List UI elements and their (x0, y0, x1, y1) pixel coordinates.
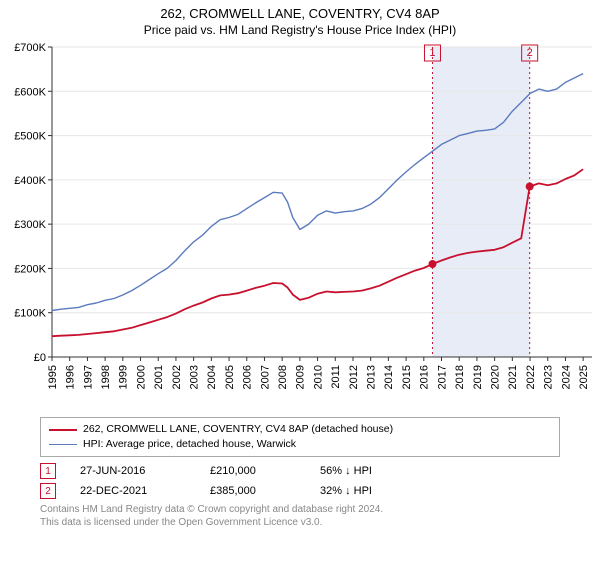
svg-text:1998: 1998 (100, 365, 112, 389)
chart-subtitle: Price paid vs. HM Land Registry's House … (0, 23, 600, 37)
svg-text:2025: 2025 (578, 365, 590, 389)
event-badge: 1 (40, 463, 56, 479)
svg-text:2010: 2010 (312, 365, 324, 389)
svg-text:2007: 2007 (259, 365, 271, 389)
event-badge: 2 (40, 483, 56, 499)
chart-title: 262, CROMWELL LANE, COVENTRY, CV4 8AP (0, 6, 600, 21)
svg-text:2001: 2001 (153, 365, 165, 389)
legend-swatch (49, 444, 77, 445)
events-table: 1 27-JUN-2016£210,00056% ↓ HPI 2 22-DEC-202… (40, 463, 560, 499)
svg-text:2011: 2011 (330, 365, 342, 389)
svg-text:2013: 2013 (366, 365, 378, 389)
event-date: 27-JUN-2016 (80, 465, 210, 477)
svg-text:2012: 2012 (348, 365, 360, 389)
svg-text:2020: 2020 (489, 365, 501, 389)
legend-item: HPI: Average price, detached house, Warw… (49, 437, 551, 452)
event-pct: 56% ↓ HPI (320, 465, 420, 477)
footer-line: Contains HM Land Registry data © Crown c… (40, 503, 560, 516)
footer-line: This data is licensed under the Open Gov… (40, 516, 560, 529)
svg-text:2: 2 (527, 47, 533, 59)
svg-text:£0: £0 (34, 352, 46, 364)
svg-text:2022: 2022 (525, 365, 537, 389)
svg-text:2005: 2005 (224, 365, 236, 389)
svg-text:1997: 1997 (82, 365, 94, 389)
svg-text:2024: 2024 (560, 365, 572, 389)
legend-item: 262, CROMWELL LANE, COVENTRY, CV4 8AP (d… (49, 422, 551, 437)
svg-text:2015: 2015 (401, 365, 413, 389)
svg-text:2000: 2000 (135, 365, 147, 389)
svg-text:£400K: £400K (14, 175, 46, 187)
svg-text:2017: 2017 (436, 365, 448, 389)
svg-text:2006: 2006 (242, 365, 254, 389)
legend-swatch (49, 429, 77, 431)
svg-text:2002: 2002 (171, 365, 183, 389)
svg-text:2019: 2019 (472, 365, 484, 389)
svg-text:£200K: £200K (14, 263, 46, 275)
legend: 262, CROMWELL LANE, COVENTRY, CV4 8AP (d… (40, 417, 560, 457)
svg-text:1: 1 (429, 47, 435, 59)
legend-label: 262, CROMWELL LANE, COVENTRY, CV4 8AP (d… (83, 422, 393, 437)
line-chart: £0 £100K £200K £300K £400K £500K £600K £700K 199… (0, 43, 600, 413)
footer-attribution: Contains HM Land Registry data © Crown c… (40, 503, 560, 529)
svg-text:2004: 2004 (206, 365, 218, 389)
svg-text:£300K: £300K (14, 219, 46, 231)
svg-text:2023: 2023 (543, 365, 555, 389)
chart-container: £0 £100K £200K £300K £400K £500K £600K £700K 199… (0, 43, 600, 413)
svg-text:£500K: £500K (14, 131, 46, 143)
event-pct: 32% ↓ HPI (320, 485, 420, 497)
svg-text:£700K: £700K (14, 43, 46, 54)
svg-text:2016: 2016 (419, 365, 431, 389)
event-price: £385,000 (210, 485, 320, 497)
svg-text:2021: 2021 (507, 365, 519, 389)
event-price: £210,000 (210, 465, 320, 477)
svg-text:£100K: £100K (14, 308, 46, 320)
event-row: 1 27-JUN-2016£210,00056% ↓ HPI (40, 463, 560, 479)
svg-text:2008: 2008 (277, 365, 289, 389)
legend-label: HPI: Average price, detached house, Warw… (83, 437, 296, 452)
event-date: 22-DEC-2021 (80, 485, 210, 497)
svg-text:1995: 1995 (47, 365, 59, 389)
svg-text:1996: 1996 (65, 365, 77, 389)
svg-text:1999: 1999 (118, 365, 130, 389)
svg-text:2003: 2003 (188, 365, 200, 389)
svg-text:2014: 2014 (383, 365, 395, 389)
svg-text:2018: 2018 (454, 365, 466, 389)
svg-text:£600K: £600K (14, 86, 46, 98)
event-row: 2 22-DEC-2021£385,00032% ↓ HPI (40, 483, 560, 499)
svg-text:2009: 2009 (295, 365, 307, 389)
